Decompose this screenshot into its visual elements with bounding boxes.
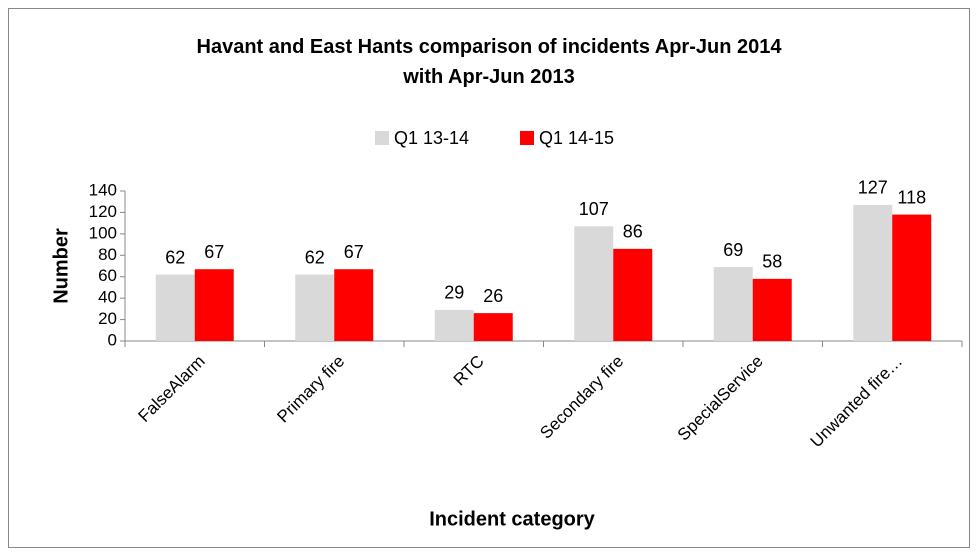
bar bbox=[892, 214, 932, 341]
value-label: 67 bbox=[344, 242, 364, 262]
legend-label: Q1 13-14 bbox=[394, 128, 469, 148]
value-label: 107 bbox=[579, 199, 609, 219]
bar bbox=[155, 274, 195, 341]
bar bbox=[613, 248, 653, 341]
y-tick-label: 0 bbox=[108, 330, 117, 349]
y-tick-label: 120 bbox=[89, 202, 117, 221]
x-axis-title: Incident category bbox=[429, 508, 595, 530]
value-label: 62 bbox=[165, 247, 185, 267]
y-tick-label: 20 bbox=[98, 309, 117, 328]
bar bbox=[473, 313, 513, 341]
bar bbox=[334, 269, 374, 341]
value-label: 118 bbox=[897, 187, 926, 207]
legend-swatch bbox=[520, 131, 534, 145]
legend-label: Q1 14-15 bbox=[539, 128, 614, 148]
bar bbox=[295, 274, 335, 341]
bar bbox=[853, 204, 893, 341]
bar bbox=[574, 226, 614, 341]
value-label: 58 bbox=[762, 252, 782, 272]
bar bbox=[713, 267, 753, 341]
y-tick-label: 60 bbox=[98, 266, 117, 285]
bar bbox=[434, 309, 474, 341]
value-label: 67 bbox=[204, 242, 224, 262]
value-label: 26 bbox=[483, 286, 503, 306]
y-axis-title: Number bbox=[50, 228, 72, 304]
value-label: 127 bbox=[858, 178, 888, 198]
legend-swatch bbox=[375, 131, 389, 145]
value-label: 62 bbox=[305, 247, 325, 267]
chart-title: Havant and East Hants comparison of inci… bbox=[196, 36, 782, 88]
y-tick-label: 40 bbox=[98, 288, 117, 307]
value-label: 86 bbox=[623, 222, 643, 242]
value-label: 69 bbox=[723, 240, 743, 260]
bar bbox=[752, 278, 792, 341]
value-label: 29 bbox=[444, 283, 464, 303]
y-tick-label: 100 bbox=[89, 223, 117, 242]
y-tick-label: 140 bbox=[89, 180, 117, 199]
y-tick-label: 80 bbox=[98, 245, 117, 264]
bar bbox=[194, 269, 234, 341]
